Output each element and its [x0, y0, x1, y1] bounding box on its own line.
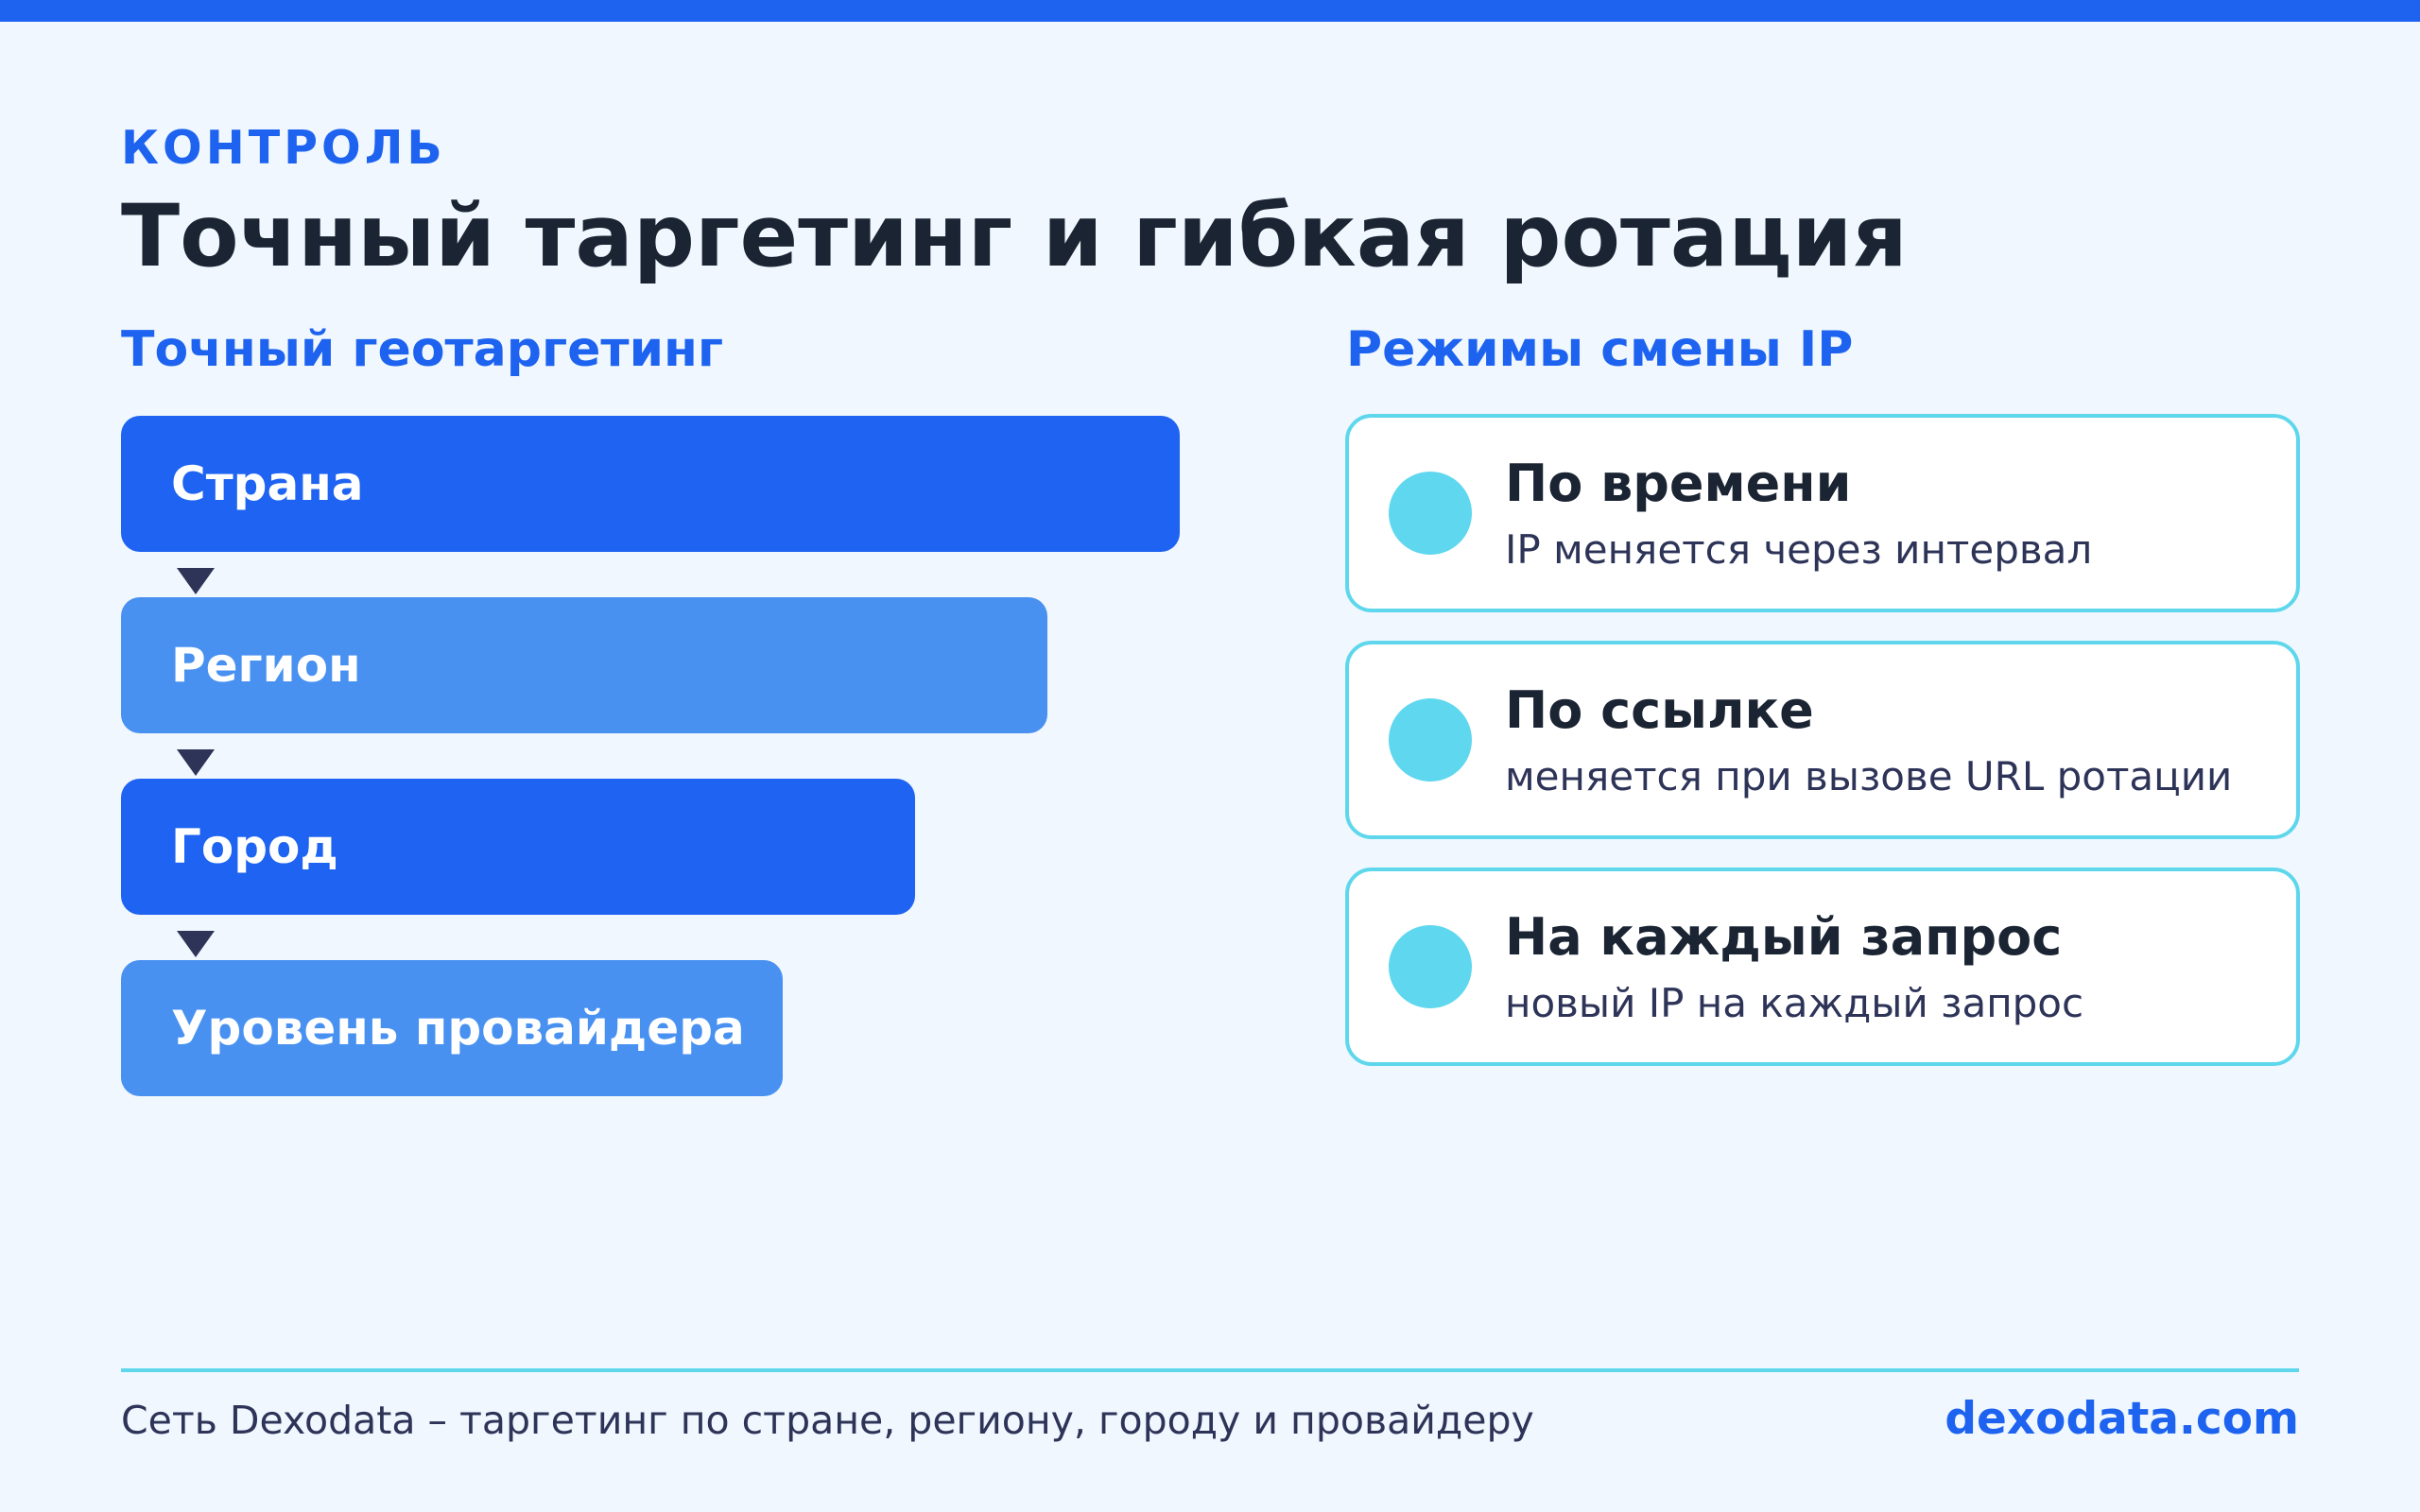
circle-icon: [1389, 925, 1472, 1008]
down-arrow-icon: [177, 931, 215, 957]
rotation-mode-card-request: На каждый запрос новый IP на каждый запр…: [1345, 868, 2300, 1066]
rotation-mode-title: По ссылке: [1505, 680, 1814, 740]
rotation-heading: Режимы смены IP: [1346, 321, 1854, 378]
down-arrow-icon: [177, 749, 215, 776]
geo-level-city: Город: [121, 779, 915, 915]
rotation-mode-card-time: По времени IP меняется через интервал: [1345, 414, 2300, 612]
geo-level-label: Уровень провайдера: [171, 1001, 745, 1056]
page-title: Точный таргетинг и гибкая ротация: [121, 187, 1908, 286]
top-accent-bar: [0, 0, 2420, 22]
rotation-mode-title: По времени: [1505, 454, 1852, 513]
rotation-mode-description: новый IP на каждый запрос: [1505, 980, 2084, 1026]
geo-level-label: Регион: [171, 638, 361, 693]
footer-divider: [121, 1368, 2299, 1372]
footer-caption: Сеть Dexodata – таргетинг по стране, рег…: [121, 1398, 1534, 1443]
geo-level-country: Страна: [121, 416, 1180, 552]
geotargeting-heading: Точный геотаргетинг: [121, 321, 724, 378]
circle-icon: [1389, 698, 1472, 782]
rotation-mode-description: меняется при вызове URL ротации: [1505, 753, 2233, 799]
geo-level-provider: Уровень провайдера: [121, 960, 783, 1096]
footer-website-link[interactable]: dexodata.com: [1945, 1393, 2299, 1445]
circle-icon: [1389, 472, 1472, 555]
geo-level-region: Регион: [121, 597, 1047, 733]
rotation-mode-card-link: По ссылке меняется при вызове URL ротаци…: [1345, 641, 2300, 839]
geo-level-label: Город: [171, 819, 338, 874]
geo-level-label: Страна: [171, 456, 364, 511]
rotation-mode-description: IP меняется через интервал: [1505, 526, 2093, 573]
section-eyebrow: КОНТРОЛЬ: [121, 121, 446, 175]
rotation-mode-title: На каждый запрос: [1505, 907, 2063, 967]
down-arrow-icon: [177, 568, 215, 594]
